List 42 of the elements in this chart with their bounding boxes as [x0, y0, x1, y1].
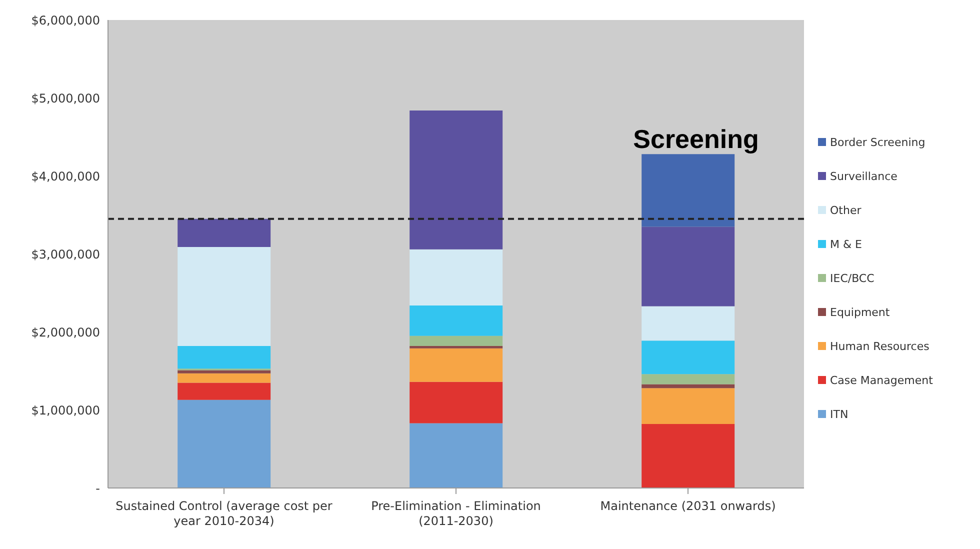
x-tick-label: Pre-Elimination - Elimination (2011-2030): [371, 499, 541, 528]
y-tick-label: $4,000,000: [31, 169, 100, 184]
legend-label: M & E: [829, 238, 864, 250]
legend-label: Border Screening: [829, 136, 926, 148]
bar: [642, 384, 735, 388]
bar: [642, 424, 735, 488]
y-tick-label: $3,000,000: [31, 247, 100, 262]
bar: [410, 249, 503, 306]
annotation: Screening: [633, 124, 759, 154]
bar: [178, 382, 271, 400]
legend-label: Surveillance: [829, 170, 898, 182]
bar: [410, 382, 503, 424]
bar: [410, 110, 503, 250]
bar: [178, 400, 271, 488]
bar: [410, 348, 503, 382]
x-tick-label: Maintenance (2031 onwards): [600, 499, 776, 513]
bar: [178, 373, 271, 383]
y-tick-label: $6,000,000: [31, 13, 100, 28]
bar: [642, 306, 735, 341]
legend-label: IEC/BCC: [829, 272, 876, 284]
bar: [178, 346, 271, 369]
bar: [410, 423, 503, 488]
bar: [642, 374, 735, 384]
bar: [642, 340, 735, 374]
x-tick-label: Sustained Control (average cost per year 2010-2034): [116, 499, 332, 528]
legend-label: Other: [829, 204, 862, 216]
legend-label: Case Management: [829, 374, 934, 386]
bar: [410, 336, 503, 346]
y-tick-label: $1,000,000: [31, 403, 100, 418]
legend-label: Equipment: [829, 306, 891, 318]
bar: [178, 370, 271, 374]
y-tick-label: -: [96, 481, 100, 496]
y-tick-label: $2,000,000: [31, 325, 100, 340]
bar: [642, 226, 735, 306]
y-tick-label: $5,000,000: [31, 91, 100, 106]
bar: [178, 246, 271, 346]
bar: [642, 154, 735, 227]
legend-label: ITN: [829, 408, 850, 420]
bar: [410, 305, 503, 336]
bar: [178, 218, 271, 247]
legend-label: Human Resources: [829, 340, 930, 352]
bar: [642, 388, 735, 424]
